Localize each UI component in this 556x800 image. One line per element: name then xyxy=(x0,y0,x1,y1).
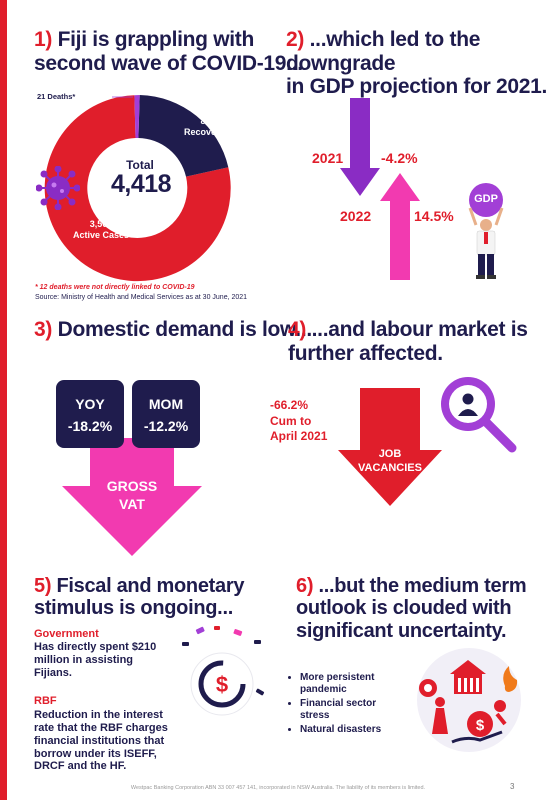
job-text: JOB xyxy=(378,448,402,460)
s4-title: 4) ...and labour market is further affec… xyxy=(288,318,528,365)
footer-disclaimer: Westpac Banking Corporation ABN 33 007 4… xyxy=(130,785,426,791)
donut-segment-recoveries xyxy=(138,95,229,177)
rbf-line5: DRCF and the HF. xyxy=(34,760,127,773)
covid-donut-chart xyxy=(44,95,231,282)
gov-text: Has directly spent $210 million in assis… xyxy=(34,641,156,680)
s5-title: 5) Fiscal and monetary stimulus is ongoi… xyxy=(34,575,244,620)
gdp-sign-text: GDP xyxy=(474,193,498,205)
yoy-box: YOY -18.2% xyxy=(56,380,124,448)
total-label: Total xyxy=(126,158,154,172)
s3-title-text: Domestic demand is low... xyxy=(57,318,313,341)
yoy-value: -18.2% xyxy=(67,418,113,434)
total-value: 4,418 xyxy=(110,170,172,198)
s2-title: 2) ...which led to the downgrade in GDP … xyxy=(286,28,556,99)
deaths-label: 21 Deaths* xyxy=(37,92,76,101)
cum-line1: Cum to xyxy=(270,414,312,428)
s5-title-line1: Fiscal and monetary xyxy=(56,575,245,597)
job-vacancies-arrow xyxy=(338,388,442,506)
s1-title-line1: Fiji is grappling with xyxy=(57,28,255,51)
s6-title: 6) ...but the medium term outlook is clo… xyxy=(296,575,527,642)
red-edge-bar xyxy=(0,0,7,800)
recoveries-value: 882 xyxy=(200,116,216,126)
recoveries-text: Recoveries xyxy=(183,126,233,137)
s1-title: 1) Fiji is grappling with second wave of… xyxy=(34,28,303,75)
s3-title: 3) Domestic demand is low... xyxy=(34,318,312,342)
s2-title-line1: ...which led to the downgrade xyxy=(286,28,481,75)
donut-segment-deaths xyxy=(134,95,140,138)
recoveries-label: 882 Recoveries xyxy=(178,116,238,138)
s4-number: 4) xyxy=(288,318,307,341)
s6-number: 6) xyxy=(296,575,314,597)
virus-icon xyxy=(36,166,80,210)
job-value: -66.2% xyxy=(270,398,309,412)
gross-vat-label: GROSS VAT xyxy=(92,478,172,514)
money-coin-icon: $ xyxy=(182,626,265,716)
s5-number: 5) xyxy=(34,575,52,597)
magnifier-person-icon xyxy=(441,377,517,453)
s4-title-line1: ...and labour market is xyxy=(311,318,528,341)
s1-source: Source: Ministry of Health and Medical S… xyxy=(35,294,248,301)
rbf-heading: RBF xyxy=(34,695,57,707)
label-2022: 2022 xyxy=(340,208,372,224)
up-arrow-2022 xyxy=(380,173,420,280)
active-text: Active Cases xyxy=(72,229,130,240)
rbf-line1: Reduction in the interest xyxy=(34,709,163,721)
rbf-line2: rate that the RBF charges xyxy=(34,721,168,734)
s6-title-line3: significant uncertainty. xyxy=(296,619,507,642)
s1-footnote: * 12 deaths were not directly linked to … xyxy=(35,284,195,291)
s1-title-line2: second wave of COVID-19... xyxy=(34,51,303,75)
gov-line1: Has directly spent $210 xyxy=(34,641,157,653)
rbf-text: Reduction in the interest rate that the … xyxy=(34,709,168,773)
s4-title-line2: further affected. xyxy=(288,341,443,365)
vacancies-text: VACANCIES xyxy=(358,462,422,475)
gov-heading: Government xyxy=(34,628,99,640)
mom-box: MOM -12.2% xyxy=(132,380,200,448)
gross-text: GROSS xyxy=(106,478,158,494)
s2-number: 2) xyxy=(286,28,305,51)
s2-title-line2: in GDP projection for 2021. xyxy=(286,75,548,99)
risk-illustration: $ xyxy=(417,648,521,752)
donut-hole xyxy=(89,140,185,236)
gdp-arrows xyxy=(340,98,420,280)
gdp-person-illustration xyxy=(468,183,504,279)
vat-text: VAT xyxy=(119,495,145,512)
job-vacancies-label: JOB VACANCIES xyxy=(346,447,434,476)
mom-label: MOM xyxy=(148,396,184,412)
value-2021: -4.2% xyxy=(381,150,418,166)
rbf-line4: borrow under its ISEFF, xyxy=(34,747,157,760)
down-arrow-2021 xyxy=(340,98,380,196)
svg-text:$: $ xyxy=(216,672,228,697)
s3-number: 3) xyxy=(34,318,53,341)
yoy-label: YOY xyxy=(75,396,105,412)
gross-vat-arrow xyxy=(62,438,202,556)
s5-title-line2: stimulus is ongoing... xyxy=(34,597,233,620)
value-2022: 14.5% xyxy=(414,208,454,224)
s6-title-line1: ...but the medium term xyxy=(318,575,527,597)
svg-text:$: $ xyxy=(476,717,485,734)
active-cases-label: 3,503 Active Cases xyxy=(66,219,136,241)
active-value: 3,503 xyxy=(89,219,113,229)
s6-title-line2: outlook is clouded with xyxy=(296,597,512,620)
uncertainty-item-disasters: Natural disasters xyxy=(300,724,381,736)
label-2021: 2021 xyxy=(312,150,344,166)
job-cum-label: Cum to April 2021 xyxy=(270,414,327,444)
donut-segment-active xyxy=(44,95,231,282)
s1-number: 1) xyxy=(34,28,53,51)
rbf-line3: financial institutions that xyxy=(34,734,165,747)
page-number: 3 xyxy=(510,782,515,791)
gov-line2: million in assisting xyxy=(34,653,134,666)
mom-value: -12.2% xyxy=(143,418,189,434)
cum-line2: April 2021 xyxy=(270,429,328,443)
gov-line3: Fijians. xyxy=(34,666,72,679)
